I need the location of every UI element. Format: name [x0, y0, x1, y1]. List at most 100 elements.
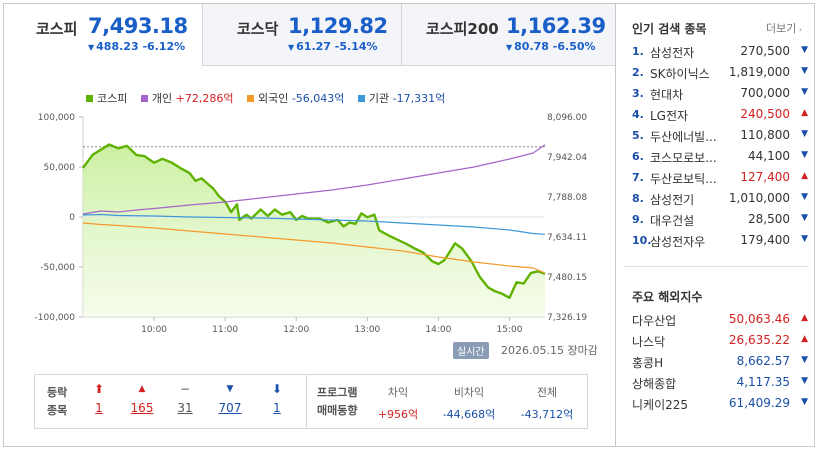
popular-name[interactable]: 두산로보틱...	[650, 172, 717, 186]
chevron-right-icon: ›	[796, 25, 803, 34]
popular-price: 28,500	[748, 212, 790, 226]
program-header: 전체	[536, 386, 558, 399]
down-triangle-icon: ▼	[801, 234, 808, 244]
popular-price: 110,800	[740, 128, 790, 142]
world-index-name[interactable]: 상해종합	[632, 377, 677, 391]
world-index-name[interactable]: 다우산업	[632, 314, 677, 328]
popular-item[interactable]: 9. 대우건설 28,500 ▼	[632, 210, 808, 231]
x-axis-tick-label: 11:00	[212, 325, 238, 335]
popular-name[interactable]: 대우건설	[650, 214, 695, 228]
up-triangle-icon: ▲	[801, 108, 808, 118]
down-triangle-icon: ▼	[801, 150, 808, 160]
chart-legend: 코스피 개인 +72,286억 외국인 -56,043억 기관 -17,331억	[86, 90, 455, 106]
kospi-area	[83, 144, 545, 317]
program-arbitrage: 차익 +956억	[363, 384, 433, 422]
x-axis-tick-label: 10:00	[141, 325, 167, 335]
popular-name[interactable]: SK하이닉스	[650, 67, 710, 81]
divider	[624, 266, 808, 267]
world-title: 주요 해외지수	[632, 290, 703, 304]
x-axis-tick-label: 15:00	[496, 325, 522, 335]
world-index-value: 8,662.57	[736, 354, 790, 368]
updown-count[interactable]: 1	[95, 401, 103, 415]
realtime-badge[interactable]: 실시간	[453, 342, 489, 359]
popular-price: 240,500	[740, 107, 790, 121]
popular-name[interactable]: 현대차	[650, 88, 684, 102]
popular-item[interactable]: 4. LG전자 240,500 ▲	[632, 105, 808, 126]
side-panel: 인기 검색 종목 더보기 › 1. 삼성전자 270,500 ▼ 2. SK하이닉스 1,8…	[615, 4, 814, 446]
right-axis-tick-label: 7,788.08	[547, 193, 587, 203]
popular-item[interactable]: 1. 삼성전자 270,500 ▼	[632, 42, 808, 63]
tab-kospi[interactable]: 코스피 7,493.18 ▼ 488.23 -6.12%	[4, 4, 203, 66]
more-link[interactable]: 더보기 ›	[766, 22, 803, 35]
tab-value: 1,162.39	[506, 14, 606, 38]
popular-item[interactable]: 7. 두산로보틱... 127,400 ▲	[632, 168, 808, 189]
popular-name[interactable]: 삼성전기	[650, 193, 695, 207]
world-index-value: 61,409.29	[728, 396, 790, 410]
popular-name[interactable]: 두산에너빌...	[650, 130, 717, 144]
updown-count[interactable]: 707	[218, 401, 242, 415]
updown-fall: ▼ 707	[210, 383, 250, 415]
program-total: 전체 -43,712억	[512, 384, 582, 422]
right-axis-tick-label: 7,634.11	[547, 233, 587, 243]
world-index-name[interactable]: 나스닥	[632, 335, 666, 349]
up-triangle-icon: ▲	[801, 313, 808, 323]
world-index-name[interactable]: 니케이225	[632, 398, 689, 412]
foreign-line	[82, 222, 546, 274]
program-value: -43,712억	[520, 408, 574, 421]
popular-item[interactable]: 3. 현대차 700,000 ▼	[632, 84, 808, 105]
popular-rank: 6.	[632, 150, 644, 163]
world-index-item[interactable]: 다우산업 50,063.46 ▲	[632, 310, 808, 331]
tab-kosdaq[interactable]: 코스닥 1,129.82 ▼ 61.27 -5.14%	[203, 4, 402, 66]
tab-kospi200[interactable]: 코스피200 1,162.39 ▼ 80.78 -6.50%	[402, 4, 615, 66]
tab-change: ▼ 80.78 -6.50%	[506, 40, 596, 53]
popular-item[interactable]: 5. 두산에너빌... 110,800 ▼	[632, 126, 808, 147]
popular-price: 44,100	[748, 149, 790, 163]
popular-name[interactable]: 삼성전자	[650, 46, 695, 60]
legend-swatch	[140, 95, 148, 102]
popular-list: 1. 삼성전자 270,500 ▼ 2. SK하이닉스 1,819,000 ▼ 3. 현대차 700…	[632, 42, 808, 252]
legend-swatch	[86, 95, 93, 102]
down-triangle-icon: ▼	[801, 376, 808, 386]
popular-price: 179,400	[740, 233, 790, 247]
updown-label: 종목	[47, 404, 68, 417]
world-index-item[interactable]: 상해종합 4,117.35 ▼	[632, 373, 808, 394]
popular-rank: 5.	[632, 129, 644, 142]
popular-item[interactable]: 10. 삼성전자우 179,400 ▼	[632, 231, 808, 252]
popular-name[interactable]: 코스모로보...	[650, 151, 717, 165]
popular-name[interactable]: LG전자	[650, 109, 689, 123]
right-axis-tick-label: 8,096.00	[547, 113, 587, 123]
world-index-value: 26,635.22	[728, 333, 790, 347]
date-status: 2026.05.15 장마감	[501, 344, 598, 357]
down-triangle-icon: ▼	[801, 45, 808, 55]
world-index-name[interactable]: 홍콩H	[632, 356, 664, 370]
intraday-chart: 코스피 개인 +72,286억 외국인 -56,043억 기관 -17,331억…	[4, 66, 615, 361]
popular-item[interactable]: 2. SK하이닉스 1,819,000 ▼	[632, 63, 808, 84]
popular-item[interactable]: 6. 코스모로보... 44,100 ▼	[632, 147, 808, 168]
legend-swatch	[246, 95, 254, 102]
world-index-item[interactable]: 홍콩H 8,662.57 ▼	[632, 352, 808, 373]
chart-canvas: 100,000 50,000 0 -50,000 -100,000 8,096.00 7,9…	[35, 113, 588, 335]
left-axis-tick-label: -100,000	[35, 313, 76, 323]
tab-value: 1,129.82	[288, 14, 388, 38]
institution-line	[82, 213, 546, 235]
popular-name[interactable]: 삼성전자우	[650, 235, 706, 249]
program-header: 비차익	[453, 386, 485, 399]
popular-rank: 4.	[632, 108, 644, 121]
tab-name: 코스닥	[237, 20, 279, 38]
updown-count[interactable]: 1	[273, 401, 281, 415]
rise-arrow-icon: ▲	[138, 384, 146, 394]
updown-label: 등락	[47, 386, 68, 399]
popular-price: 270,500	[740, 44, 790, 58]
updown-count[interactable]: 31	[177, 401, 193, 415]
popular-item[interactable]: 8. 삼성전기 1,010,000 ▼	[632, 189, 808, 210]
right-axis-tick-label: 7,942.04	[547, 153, 587, 163]
world-index-item[interactable]: 니케이225 61,409.29 ▼	[632, 394, 808, 415]
individual-line	[82, 144, 546, 215]
program-label: 매매동향	[317, 404, 358, 417]
updown-count[interactable]: 165	[130, 401, 154, 415]
tab-value: 7,493.18	[88, 14, 188, 38]
world-index-item[interactable]: 나스닥 26,635.22 ▲	[632, 331, 808, 352]
left-axis-tick-label: 50,000	[44, 163, 76, 173]
market-widget: 코스피 7,493.18 ▼ 488.23 -6.12% 코스닥 1,129.82…	[3, 3, 815, 447]
down-triangle-icon: ▼	[801, 66, 808, 76]
